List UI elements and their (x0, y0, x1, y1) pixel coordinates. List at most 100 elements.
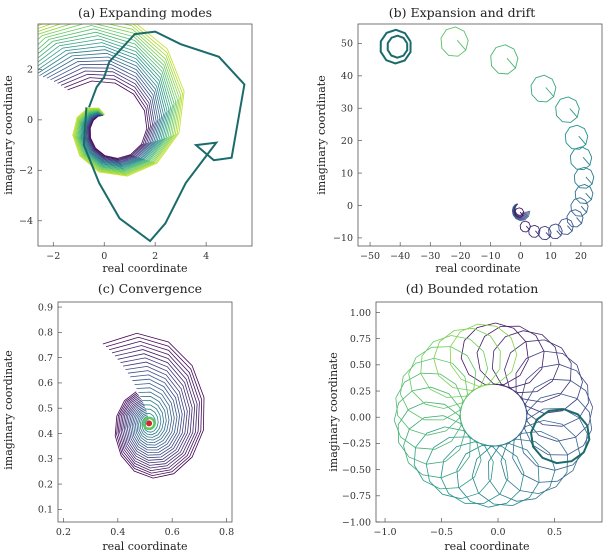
orbit-loop-d (519, 408, 588, 471)
orbit-loop-d (403, 415, 471, 479)
orbit-loop-d (500, 430, 569, 495)
trajectory-a (38, 24, 183, 176)
y-tick-label-a: 0 (27, 115, 33, 126)
highlight-trajectory-a (82, 30, 246, 243)
x-tick-label-c: 0.2 (56, 527, 71, 538)
x-tick-label-b: −50 (360, 251, 380, 262)
panel-bounded-rotation: (d) Bounded rotation −1.0 −0.5 0.0 0.5 −1.00… (327, 281, 603, 553)
xlabel-c: real coordinate (102, 540, 187, 553)
orbit-loop-d (449, 323, 518, 387)
ticks-d: −1.0 −0.5 0.0 0.5 −1.00 −0.75 −0.50 −0.25 0.00 0.… (342, 308, 562, 538)
trajectory-c (108, 340, 200, 474)
trajectory-c (138, 395, 167, 441)
trajectory-c (139, 400, 165, 438)
trajectory-c (105, 336, 203, 477)
y-tick-label-c: 0.8 (38, 328, 53, 339)
series-a (38, 24, 246, 243)
y-tick-label-b: 40 (341, 71, 353, 82)
xlabel-d: real coordinate (444, 540, 529, 553)
trajectory-c (130, 374, 181, 453)
ylabel-b: imaginary coordinate (315, 75, 328, 194)
y-tick-label-b: 50 (341, 39, 353, 50)
y-tick-label-d: −0.75 (342, 491, 371, 502)
y-tick-label-b: 30 (341, 104, 353, 115)
axes-frame-c (57, 301, 233, 523)
trajectory-a (38, 24, 182, 175)
trajectory-c (122, 361, 188, 461)
orbit-loop-d (440, 441, 509, 504)
trajectory-a (46, 60, 159, 164)
orbit-loop-b (548, 223, 563, 240)
trajectory-c (131, 378, 178, 451)
x-tick-label-c: 0.6 (165, 527, 180, 538)
trajectory-a (42, 56, 161, 165)
orbit-loop-b (440, 26, 469, 57)
y-tick-label-c: 0.9 (38, 302, 53, 313)
y-tick-label-a: −4 (19, 216, 33, 227)
axes-frame-d (375, 301, 603, 523)
highlight-loop-d (529, 408, 591, 465)
highlight-loop-b (386, 34, 409, 59)
orbit-loop-b (573, 166, 595, 189)
orbit-loop-d (413, 426, 482, 490)
trajectory-b (511, 203, 531, 222)
y-tick-label-a: 2 (27, 65, 33, 76)
trajectory-c (125, 365, 186, 459)
x-tick-label-a: −2 (46, 251, 60, 262)
trajectory-c (133, 383, 175, 448)
y-tick-label-b: 20 (341, 136, 353, 147)
orbit-loop-b (528, 224, 541, 238)
y-tick-label-d: −1.00 (342, 517, 371, 528)
trajectory-a (57, 70, 153, 162)
y-tick-label-d: 1.00 (350, 308, 371, 319)
trajectory-c (102, 332, 205, 479)
orbit-loop-b (538, 225, 552, 241)
xlabel-b: real coordinate (435, 262, 520, 275)
x-tick-label-a: 2 (152, 251, 158, 262)
axes-frame-a (37, 23, 253, 247)
orbit-loop-d (488, 438, 556, 502)
fixed-point-c (146, 420, 153, 427)
orbit-loop-b (519, 220, 531, 233)
orbit-loop-b (514, 207, 525, 218)
trajectory-c (117, 353, 193, 466)
orbit-loop-b (558, 218, 574, 235)
x-tick-label-b: −10 (481, 251, 501, 262)
x-tick-label-b: −30 (420, 251, 440, 262)
orbit-loop-d (515, 350, 583, 414)
trajectory-a (39, 52, 163, 166)
trajectory-a (50, 63, 157, 163)
x-tick-label-b: 0 (518, 251, 524, 262)
trajectory-a (64, 77, 150, 160)
orbit-loop-d (433, 327, 501, 391)
x-tick-label-b: 20 (575, 251, 587, 262)
trajectory-a (60, 73, 152, 161)
trajectory-a (38, 45, 166, 168)
orbit-loop-d (397, 401, 466, 465)
orbit-loop-d (524, 392, 593, 456)
orbit-loop-b (564, 124, 589, 150)
y-tick-label-c: 0.1 (38, 505, 53, 516)
trajectory-c (111, 345, 198, 472)
trajectory-c (134, 387, 173, 446)
x-tick-label-b: −20 (450, 251, 470, 262)
y-tick-label-d: 0.25 (350, 386, 371, 397)
limit-ring-c (142, 416, 156, 431)
y-tick-label-a: −2 (19, 166, 33, 177)
ylabel-d: imaginary coordinate (327, 352, 340, 471)
x-tick-label-d: 0.5 (547, 527, 562, 538)
trajectory-a (38, 25, 177, 173)
ylabel-a: imaginary coordinate (2, 75, 15, 194)
orbit-loop-d (393, 386, 462, 450)
x-tick-label-d: −0.5 (430, 527, 453, 538)
x-tick-label-b: −40 (390, 251, 410, 262)
series-c (102, 332, 205, 479)
orbit-loop-b (490, 44, 519, 75)
orbit-loop-b (530, 74, 557, 103)
y-tick-label-b: 0 (347, 201, 353, 212)
trajectory-a (38, 49, 164, 167)
highlight-loop-b (379, 28, 412, 65)
orbit-loop-d (420, 335, 489, 398)
y-tick-label-d: −0.50 (342, 465, 371, 476)
